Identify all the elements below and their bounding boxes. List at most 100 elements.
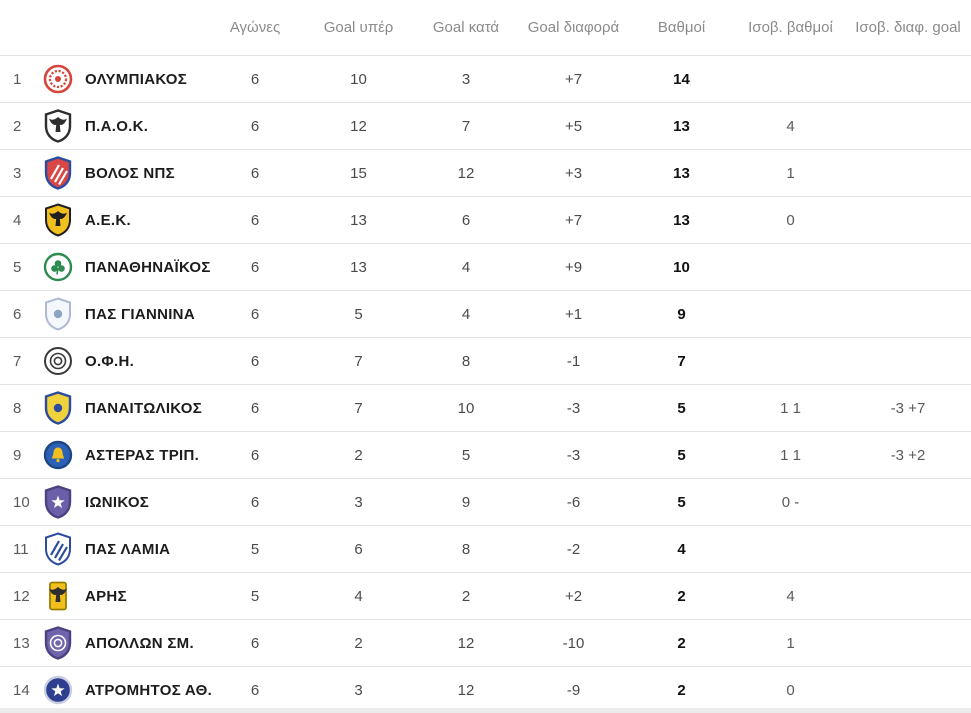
goals-for-cell: 7 — [305, 337, 412, 385]
table-row[interactable]: 8 ΠΑΝΑΙΤΩΛΙΚΟΣ 6 7 10 -3 5 1 1 -3 +7 — [0, 384, 971, 432]
goal-diff-cell: -6 — [520, 478, 627, 526]
games-cell: 6 — [205, 431, 305, 479]
logo-cell — [36, 431, 80, 479]
tiebreak-points-cell — [736, 525, 845, 573]
points-cell: 5 — [627, 431, 736, 479]
table-row[interactable]: 9 ΑΣΤΕΡΑΣ ΤΡΙΠ. 6 2 5 -3 5 1 1 -3 +2 — [0, 431, 971, 479]
points-cell: 13 — [627, 149, 736, 197]
rank-cell: 5 — [0, 243, 36, 291]
goal-diff-cell: -1 — [520, 337, 627, 385]
games-cell: 5 — [205, 525, 305, 573]
games-cell: 6 — [205, 666, 305, 713]
goals-against-cell: 10 — [412, 384, 520, 432]
goals-against-cell: 4 — [412, 243, 520, 291]
goals-against-cell: 8 — [412, 525, 520, 573]
team-name[interactable]: ΟΛΥΜΠΙΑΚΟΣ — [80, 55, 205, 103]
logo-cell — [36, 196, 80, 244]
table-row[interactable]: 7 Ο.Φ.Η. 6 7 8 -1 7 — [0, 337, 971, 385]
tiebreak-goal-diff-cell — [845, 55, 971, 103]
points-cell: 10 — [627, 243, 736, 291]
team-name[interactable]: Ο.Φ.Η. — [80, 337, 205, 385]
asteras-tripolis-logo-icon — [43, 438, 73, 472]
goal-diff-cell: +2 — [520, 572, 627, 620]
games-cell: 6 — [205, 619, 305, 667]
goals-for-cell: 2 — [305, 619, 412, 667]
col-header-games: Αγώνες — [229, 19, 281, 36]
rank-cell: 13 — [0, 619, 36, 667]
col-header-goals-against: Goal κατά — [432, 19, 500, 36]
team-name[interactable]: ΑΡΗΣ — [80, 572, 205, 620]
apollon-smyrnis-logo-icon — [43, 626, 73, 660]
paok-logo-icon — [43, 109, 73, 143]
logo-cell — [36, 290, 80, 338]
rank-cell: 11 — [0, 525, 36, 573]
table-row[interactable]: 10 ΙΩΝΙΚΟΣ 6 3 9 -6 5 0 - — [0, 478, 971, 526]
goals-for-cell: 13 — [305, 243, 412, 291]
team-name[interactable]: ΠΑΝΑΙΤΩΛΙΚΟΣ — [80, 384, 205, 432]
points-cell: 7 — [627, 337, 736, 385]
logo-cell — [36, 55, 80, 103]
bottom-divider — [0, 708, 971, 713]
table-row[interactable]: 12 ΑΡΗΣ 5 4 2 +2 2 4 — [0, 572, 971, 620]
panathinaikos-logo-icon — [43, 250, 73, 284]
games-cell: 6 — [205, 290, 305, 338]
ofi-logo-icon — [43, 344, 73, 378]
tiebreak-goal-diff-cell — [845, 196, 971, 244]
team-name[interactable]: Α.Ε.Κ. — [80, 196, 205, 244]
table-row[interactable]: 13 ΑΠΟΛΛΩΝ ΣΜ. 6 2 12 -10 2 1 — [0, 619, 971, 667]
tiebreak-points-cell: 0 — [736, 196, 845, 244]
points-cell: 4 — [627, 525, 736, 573]
team-name[interactable]: ΠΑΝΑΘΗΝΑΪΚΟΣ — [80, 243, 210, 291]
tiebreak-points-cell: 1 — [736, 619, 845, 667]
table-row[interactable]: 1 ΟΛΥΜΠΙΑΚΟΣ 6 10 3 +7 14 — [0, 55, 971, 103]
standings-header: Αγώνες Goal υπέρ Goal κατά Goal διαφορά … — [0, 0, 971, 56]
rank-cell: 3 — [0, 149, 36, 197]
tiebreak-points-cell: 1 1 — [736, 431, 845, 479]
goals-for-cell: 3 — [305, 478, 412, 526]
rank-cell: 10 — [0, 478, 36, 526]
tiebreak-goal-diff-cell: -3 +7 — [845, 384, 971, 432]
aek-logo-icon — [43, 203, 73, 237]
team-name[interactable]: ΠΑΣ ΓΙΑΝΝΙΝΑ — [80, 290, 205, 338]
points-cell: 5 — [627, 384, 736, 432]
team-name[interactable]: ΙΩΝΙΚΟΣ — [80, 478, 205, 526]
goal-diff-cell: +5 — [520, 102, 627, 150]
goals-against-cell: 3 — [412, 55, 520, 103]
tiebreak-goal-diff-cell — [845, 572, 971, 620]
team-name[interactable]: ΒΟΛΟΣ ΝΠΣ — [80, 149, 205, 197]
games-cell: 5 — [205, 572, 305, 620]
table-row[interactable]: 11 ΠΑΣ ΛΑΜΙΑ 5 6 8 -2 4 — [0, 525, 971, 573]
tiebreak-points-cell — [736, 243, 845, 291]
standings-body: 1 ΟΛΥΜΠΙΑΚΟΣ 6 10 3 +7 14 2 Π.Α.Ο.Κ. 6 12 7 +5 13 4 3 ΒΟ… — [0, 55, 971, 713]
tiebreak-points-cell: 0 - — [736, 478, 845, 526]
table-row[interactable]: 4 Α.Ε.Κ. 6 13 6 +7 13 0 — [0, 196, 971, 244]
table-row[interactable]: 5 ΠΑΝΑΘΗΝΑΪΚΟΣ 6 13 4 +9 10 — [0, 243, 971, 291]
goal-diff-cell: +9 — [520, 243, 627, 291]
team-name[interactable]: ΑΠΟΛΛΩΝ ΣΜ. — [80, 619, 205, 667]
goals-against-cell: 5 — [412, 431, 520, 479]
tiebreak-points-cell: 1 1 — [736, 384, 845, 432]
team-name[interactable]: ΑΤΡΟΜΗΤΟΣ ΑΘ. — [80, 666, 212, 713]
tiebreak-goal-diff-cell — [845, 337, 971, 385]
team-name[interactable]: ΑΣΤΕΡΑΣ ΤΡΙΠ. — [80, 431, 205, 479]
pas-giannina-logo-icon — [43, 297, 73, 331]
goals-for-cell: 10 — [305, 55, 412, 103]
col-header-team — [80, 0, 205, 56]
team-name[interactable]: ΠΑΣ ΛΑΜΙΑ — [80, 525, 205, 573]
table-row[interactable]: 6 ΠΑΣ ΓΙΑΝΝΙΝΑ 6 5 4 +1 9 — [0, 290, 971, 338]
table-row[interactable]: 3 ΒΟΛΟΣ ΝΠΣ 6 15 12 +3 13 1 — [0, 149, 971, 197]
logo-cell — [36, 572, 80, 620]
table-row[interactable]: 2 Π.Α.Ο.Κ. 6 12 7 +5 13 4 — [0, 102, 971, 150]
goals-against-cell: 7 — [412, 102, 520, 150]
table-row[interactable]: 14 ΑΤΡΟΜΗΤΟΣ ΑΘ. 6 3 12 -9 2 0 — [0, 666, 971, 713]
tiebreak-goal-diff-cell — [845, 525, 971, 573]
team-name[interactable]: Π.Α.Ο.Κ. — [80, 102, 205, 150]
goals-for-cell: 4 — [305, 572, 412, 620]
col-header-goal-diff: Goal διαφορά — [527, 19, 620, 36]
goals-for-cell: 13 — [305, 196, 412, 244]
goals-against-cell: 12 — [412, 619, 520, 667]
tiebreak-points-cell: 4 — [736, 102, 845, 150]
tiebreak-goal-diff-cell — [845, 243, 971, 291]
rank-cell: 4 — [0, 196, 36, 244]
